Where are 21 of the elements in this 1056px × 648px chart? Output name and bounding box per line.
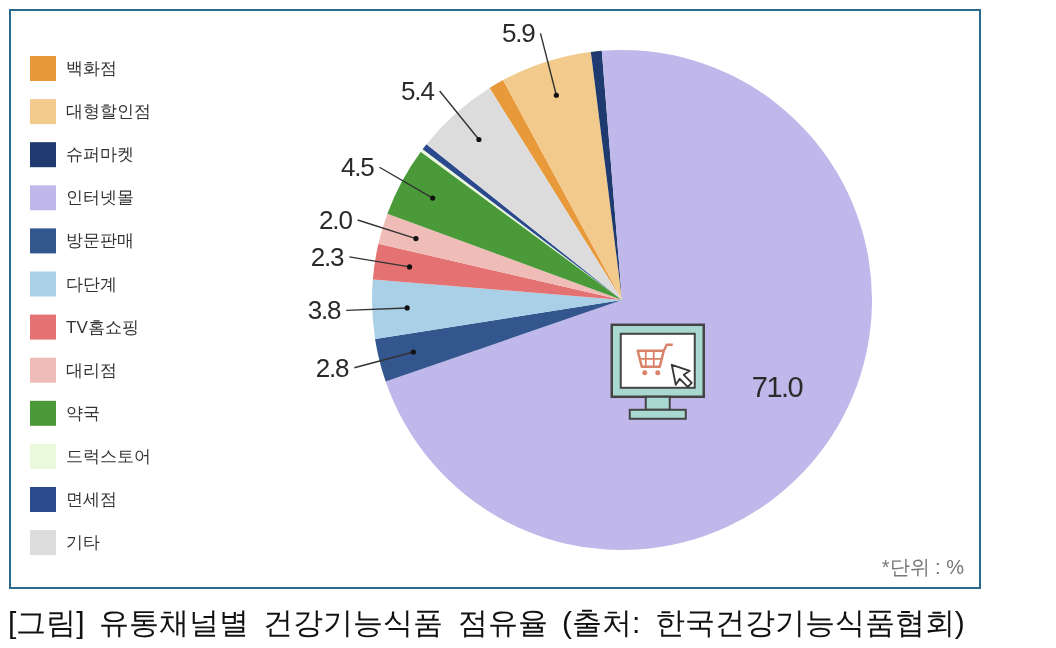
legend-label: 드럭스토어 bbox=[66, 446, 151, 466]
legend-label: 백화점 bbox=[66, 59, 117, 78]
legend-label: 방문판매 bbox=[66, 231, 134, 251]
text: *단위 : % bbox=[881, 556, 965, 578]
legend-label: 기타 bbox=[66, 533, 100, 553]
text: [그림] 유통채널별 건강기능식품 점유율 (출처: 한국건강기능식품협회) bbox=[8, 606, 965, 639]
data-label: 2.8 bbox=[315, 352, 350, 383]
legend-label: 인터넷몰 bbox=[66, 188, 134, 208]
legend-label: 다단계 bbox=[66, 274, 117, 294]
data-label: 2.3 bbox=[310, 241, 345, 272]
legend-label: TV홈쇼핑 bbox=[66, 317, 139, 337]
data-label: 2.0 bbox=[319, 205, 353, 236]
legend-label: 대형할인점 bbox=[66, 102, 151, 122]
data-label: 3.8 bbox=[307, 295, 341, 326]
legend-label: 약국 bbox=[66, 403, 100, 423]
legend-label: 대리점 bbox=[66, 360, 117, 380]
legend-label: 면세점 bbox=[66, 490, 117, 509]
data-label: 4.5 bbox=[340, 152, 375, 183]
data-label: 5.9 bbox=[501, 18, 536, 49]
legend-label: 슈퍼마켓 bbox=[66, 145, 134, 165]
data-label: 71.0 bbox=[751, 370, 803, 403]
